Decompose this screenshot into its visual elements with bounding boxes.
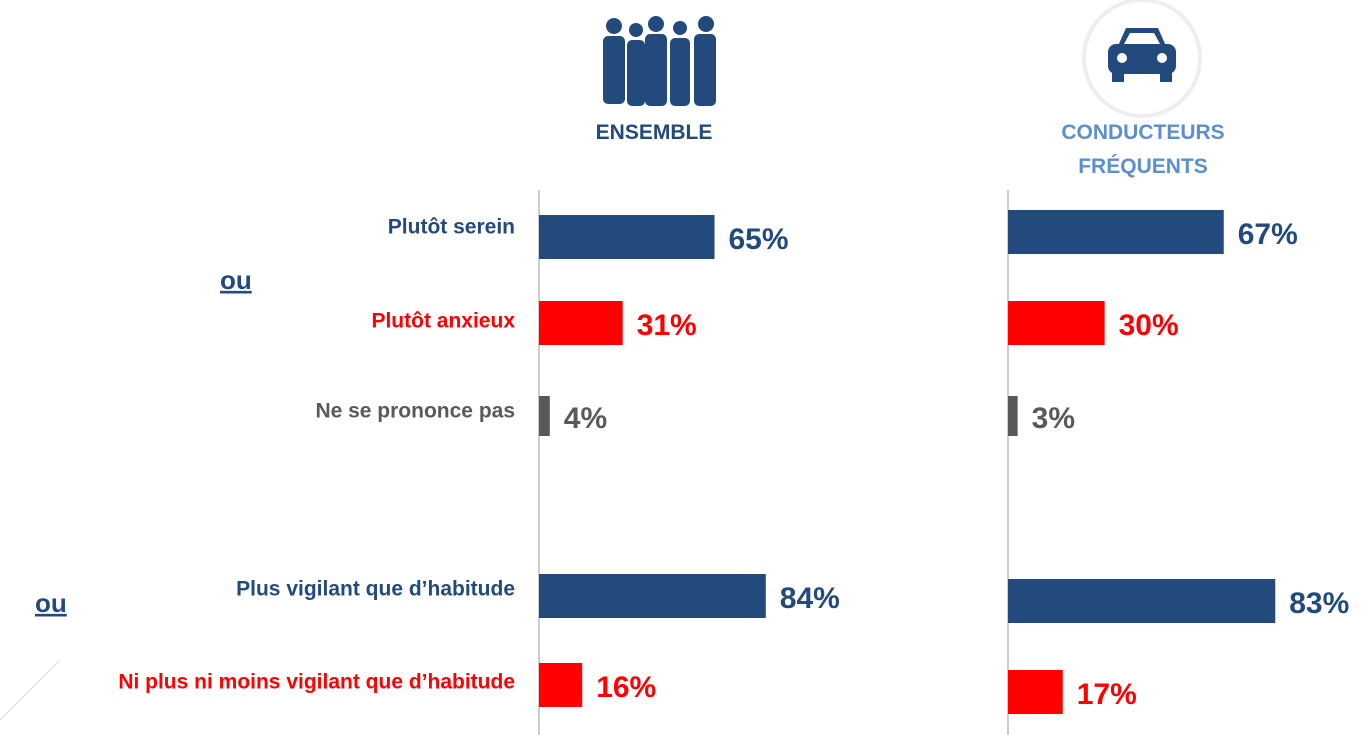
bar (539, 663, 583, 707)
series-header: CONDUCTEURS FRÉQUENTS (1061, 121, 1225, 178)
annotation: ou (220, 265, 252, 295)
category-label: Plutôt serein (388, 216, 515, 239)
people-icon (603, 16, 716, 106)
category-label: Plutôt anxieux (371, 310, 515, 333)
value-label: 67% (1238, 218, 1298, 251)
value-label: 30% (1119, 309, 1179, 342)
value-label: 65% (729, 223, 789, 256)
bar (539, 215, 715, 259)
car-icon (1082, 0, 1202, 118)
bar (539, 301, 623, 345)
category-label: Plus vigilant que d’habitude (236, 578, 515, 601)
bar (539, 574, 766, 618)
value-label: 4% (564, 402, 607, 435)
bar (539, 396, 550, 436)
bar (1008, 396, 1018, 436)
value-label: 3% (1032, 402, 1075, 435)
bar (1008, 210, 1224, 254)
value-label: 31% (637, 309, 697, 342)
annotation: ou (35, 588, 67, 618)
value-label: 17% (1077, 678, 1137, 711)
value-label: 84% (780, 582, 840, 615)
value-label: 83% (1289, 587, 1349, 620)
bar (1008, 301, 1105, 345)
category-label: Ni plus ni moins vigilant que d’habitude (118, 671, 515, 694)
decor (0, 659, 61, 721)
bar (1008, 670, 1063, 714)
bar (1008, 579, 1276, 623)
category-label: Ne se prononce pas (315, 400, 515, 423)
value-label: 16% (596, 671, 656, 704)
series-header: ENSEMBLE (595, 121, 713, 144)
